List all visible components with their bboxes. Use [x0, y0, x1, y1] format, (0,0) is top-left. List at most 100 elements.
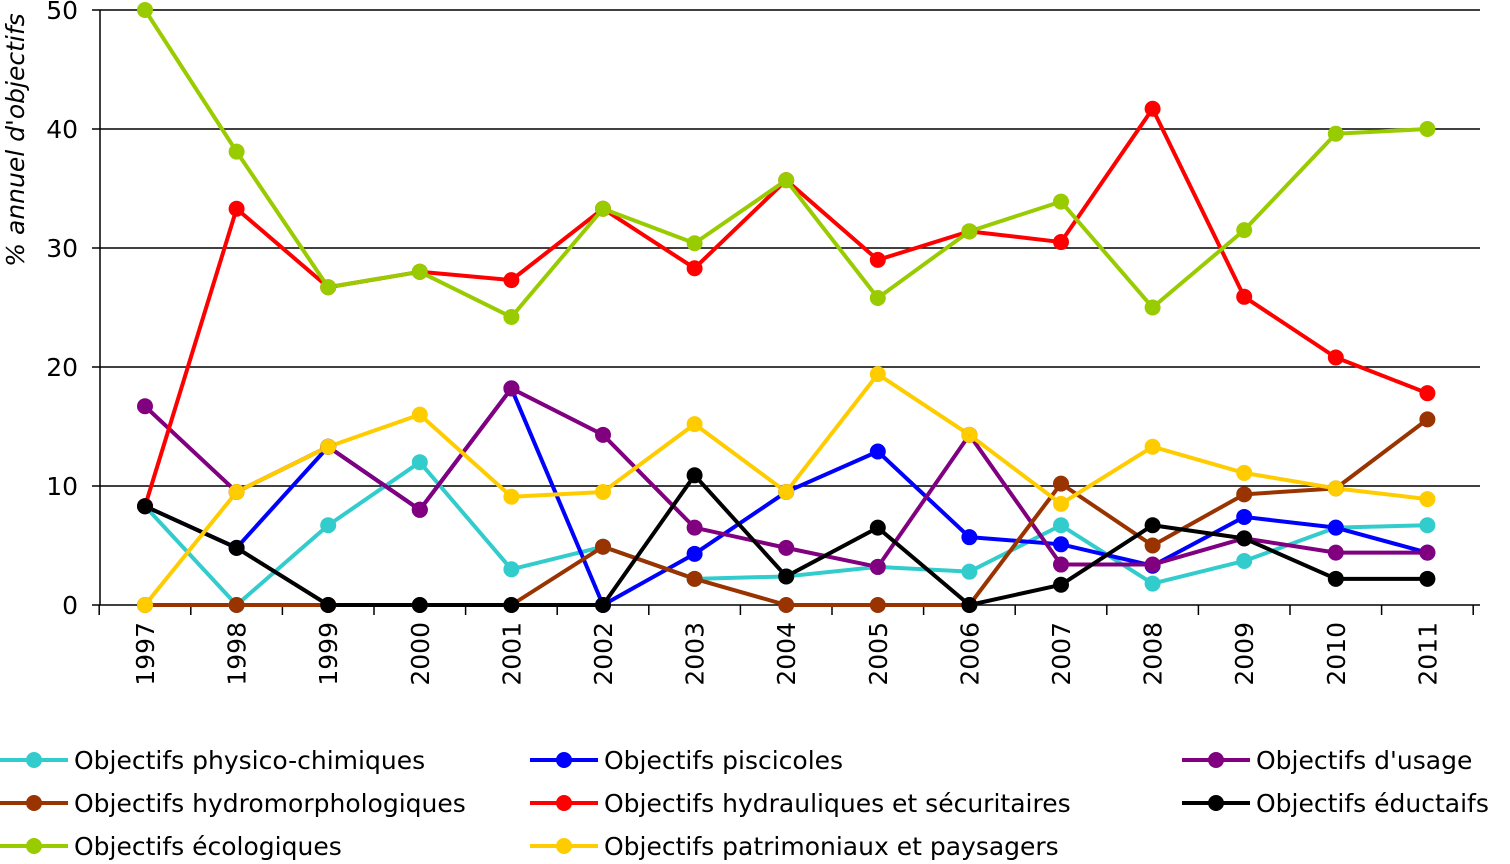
legend-label: Objectifs éductaifs — [1256, 789, 1489, 818]
data-point — [1144, 575, 1161, 592]
data-point — [961, 563, 978, 580]
legend-swatch-marker — [1208, 752, 1224, 768]
data-point — [137, 498, 153, 515]
x-tick-label: 1998 — [223, 622, 252, 686]
x-tick-label: 2003 — [681, 622, 710, 686]
legend-item: Objectifs d'usage — [1182, 746, 1472, 775]
y-tick-label: 0 — [62, 591, 78, 620]
data-point — [1144, 100, 1161, 117]
legend-label: Objectifs d'usage — [1256, 746, 1472, 775]
data-point — [778, 597, 795, 613]
legend-item: Objectifs hydrauliques et sécuritaires — [530, 789, 1071, 818]
data-point — [411, 454, 428, 471]
y-axis-label: % annuel d'objectifs — [1, 13, 30, 266]
data-point — [1144, 299, 1161, 316]
legend-label: Objectifs hydromorphologiques — [74, 789, 466, 818]
data-point — [1236, 288, 1253, 305]
data-point — [1236, 530, 1253, 547]
x-tick-label: 1999 — [314, 622, 343, 686]
legend-swatch-marker — [1208, 795, 1224, 811]
data-point — [1144, 438, 1161, 455]
data-point — [595, 538, 611, 555]
data-point — [411, 263, 428, 280]
data-point — [1053, 556, 1069, 573]
data-point — [320, 597, 337, 613]
legend-swatch-marker — [556, 752, 572, 768]
data-point — [1236, 552, 1253, 569]
data-point — [869, 289, 886, 306]
x-tick-label: 1997 — [131, 622, 160, 686]
data-point — [228, 483, 245, 500]
legend-label: Objectifs patrimoniaux et paysagers — [604, 832, 1059, 861]
data-point — [1419, 570, 1436, 587]
data-point — [1327, 570, 1344, 587]
data-point — [320, 517, 337, 534]
data-point — [503, 488, 520, 505]
legend-label: Objectifs écologiques — [74, 832, 342, 861]
data-point — [869, 558, 886, 575]
data-point — [137, 398, 153, 415]
data-point — [595, 200, 611, 217]
data-point — [1144, 556, 1161, 573]
legend: Objectifs physico-chimiques Objectifs pis… — [0, 746, 1489, 861]
data-point — [1327, 125, 1344, 142]
series-line — [143, 8, 1428, 320]
y-tick-label: 30 — [46, 234, 78, 263]
y-tick-label: 20 — [46, 353, 78, 382]
data-point — [1419, 491, 1436, 508]
legend-swatch-marker — [556, 838, 572, 854]
data-point — [869, 366, 886, 383]
y-tick-labels: 0 10 20 30 40 50 — [46, 0, 78, 620]
data-point — [1236, 486, 1253, 503]
data-point — [686, 519, 703, 536]
x-tick-label: 2008 — [1139, 622, 1168, 686]
x-tick-label: 2002 — [589, 622, 618, 686]
series-line — [143, 106, 1429, 507]
data-point — [1327, 519, 1344, 536]
x-tick-label: 2004 — [772, 622, 801, 686]
data-point — [503, 561, 520, 578]
data-point — [961, 223, 978, 240]
y-tick-label: 10 — [46, 472, 78, 501]
series-points — [137, 2, 1436, 613]
legend-swatch-marker — [26, 795, 42, 811]
data-point — [320, 279, 337, 296]
data-point — [961, 597, 978, 613]
x-tick-label: 2001 — [497, 622, 526, 686]
legend-item: Objectifs piscicoles — [530, 746, 843, 775]
x-tick-label: 2011 — [1413, 622, 1442, 686]
data-point — [1327, 480, 1344, 497]
y-tick-label: 50 — [46, 0, 78, 25]
data-point — [1327, 544, 1344, 561]
data-point — [686, 467, 703, 484]
data-point — [869, 443, 886, 460]
data-point — [503, 272, 520, 289]
data-point — [1053, 475, 1069, 492]
data-point — [1327, 349, 1344, 366]
data-point — [1053, 576, 1069, 593]
data-point — [503, 597, 520, 613]
data-point — [1053, 536, 1069, 553]
data-point — [411, 501, 428, 518]
x-tick-labels: 1997 1998 1999 2000 2001 2002 2003 2004 2005 2006… — [131, 622, 1442, 686]
data-point — [778, 483, 795, 500]
data-point — [1419, 544, 1436, 561]
x-tick-label: 2005 — [864, 622, 893, 686]
data-point — [228, 143, 245, 160]
data-point — [228, 597, 245, 613]
data-point — [1053, 517, 1069, 534]
data-point — [320, 438, 337, 455]
x-tick-label: 2007 — [1047, 622, 1076, 686]
legend-item: Objectifs écologiques — [0, 832, 342, 861]
data-point — [595, 483, 611, 500]
data-point — [1053, 495, 1069, 512]
legend-item: Objectifs physico-chimiques — [0, 746, 425, 775]
data-point — [137, 2, 153, 18]
data-point — [686, 416, 703, 433]
legend-swatch-marker — [26, 838, 42, 854]
x-tick-label: 2000 — [406, 622, 435, 686]
data-point — [869, 597, 886, 613]
data-point — [1419, 411, 1436, 428]
data-point — [778, 172, 795, 189]
